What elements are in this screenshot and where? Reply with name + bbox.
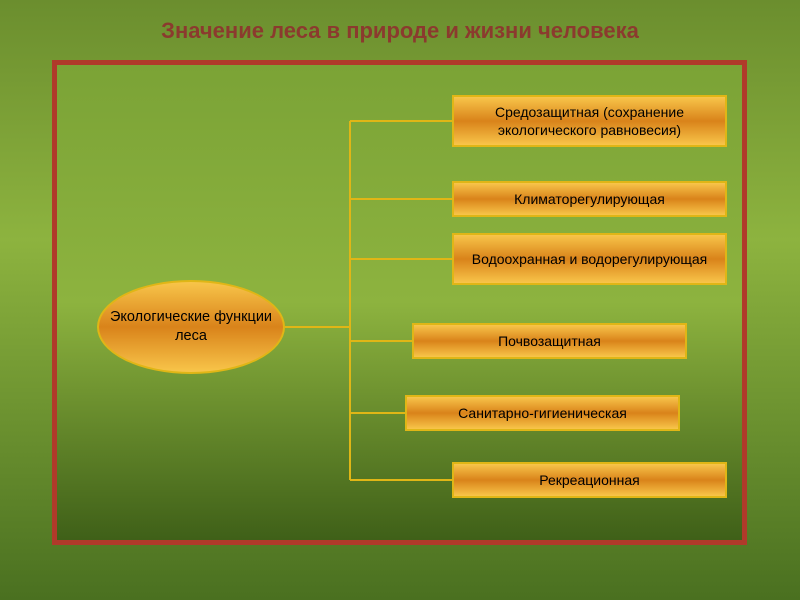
function-box: Климаторегулирующая <box>452 181 727 217</box>
function-box-label: Средозащитная (сохранение экологического… <box>454 101 725 141</box>
function-box-label: Почвозащитная <box>492 330 607 352</box>
function-box-label: Рекреационная <box>533 469 645 491</box>
page-title: Значение леса в природе и жизни человека <box>0 0 800 54</box>
function-box-label: Санитарно-гигиеническая <box>452 402 633 424</box>
function-box: Водоохранная и водорегулирующая <box>452 233 727 285</box>
root-node-label: Экологические функции леса <box>99 308 283 346</box>
function-box: Санитарно-гигиеническая <box>405 395 680 431</box>
function-box-label: Водоохранная и водорегулирующая <box>466 248 714 270</box>
function-box-label: Климаторегулирующая <box>508 188 671 210</box>
diagram-frame: Экологические функции леса Средозащитная … <box>52 60 747 545</box>
function-box: Почвозащитная <box>412 323 687 359</box>
root-node: Экологические функции леса <box>97 280 285 374</box>
function-box: Средозащитная (сохранение экологического… <box>452 95 727 147</box>
function-box: Рекреационная <box>452 462 727 498</box>
